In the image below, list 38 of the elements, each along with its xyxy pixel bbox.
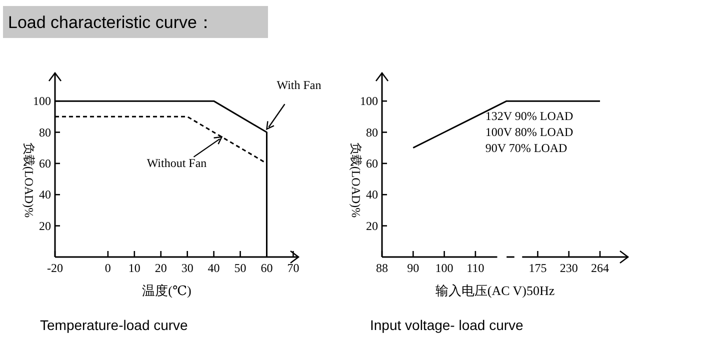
y-axis-title: 负载(LOAD)% [349, 142, 363, 218]
x-tick-label: 100 [435, 261, 454, 275]
x-tick-label: 10 [128, 261, 140, 275]
y-tick-label: 100 [33, 94, 51, 108]
x-tick-label: -20 [47, 261, 63, 275]
y-tick-label: 100 [360, 94, 378, 108]
y-tick-label: 80 [366, 125, 378, 140]
y-tick-label: 40 [39, 188, 51, 202]
annotation: Without Fan [146, 156, 207, 170]
annotation: 90V 70% LOAD [485, 141, 568, 156]
y-tick-label: 60 [39, 156, 51, 170]
x-tick-label: 0 [104, 261, 111, 275]
x-tick-label: 88 [376, 261, 388, 275]
text: Load characteristic curve： [8, 13, 214, 32]
x-tick-label: 110 [466, 261, 484, 275]
y-axis-title: 负载(LOAD)% [22, 142, 36, 218]
x-tick-label: 264 [591, 261, 609, 275]
x-tick-label: 230 [560, 261, 578, 275]
x-tick-label: 40 [208, 261, 220, 275]
annotation: 100V 80% LOAD [485, 125, 574, 140]
x-tick-label: 60 [260, 261, 273, 275]
text: Input voltage- load curve [370, 317, 524, 333]
x-axis-title: 温度(℃) [142, 283, 192, 298]
x-axis-title: 输入电压(AC V)50Hz [435, 283, 555, 298]
y-tick-label: 80 [39, 125, 51, 140]
x-tick-label: 175 [528, 261, 547, 275]
y-tick-label: 20 [366, 218, 378, 233]
x-tick-label: 90 [407, 261, 420, 275]
y-tick-label: 60 [366, 156, 378, 170]
x-tick-label: 50 [234, 261, 246, 275]
y-tick-label: 40 [366, 188, 378, 202]
annotation: 132V 90% LOAD [485, 109, 574, 124]
x-tick-label: 20 [154, 261, 167, 275]
x-tick-label: 70 [287, 261, 300, 275]
annotation: With Fan [276, 78, 322, 92]
text: Temperature-load curve [40, 317, 188, 333]
y-tick-label: 20 [39, 218, 51, 233]
x-tick-label: 30 [181, 261, 194, 275]
